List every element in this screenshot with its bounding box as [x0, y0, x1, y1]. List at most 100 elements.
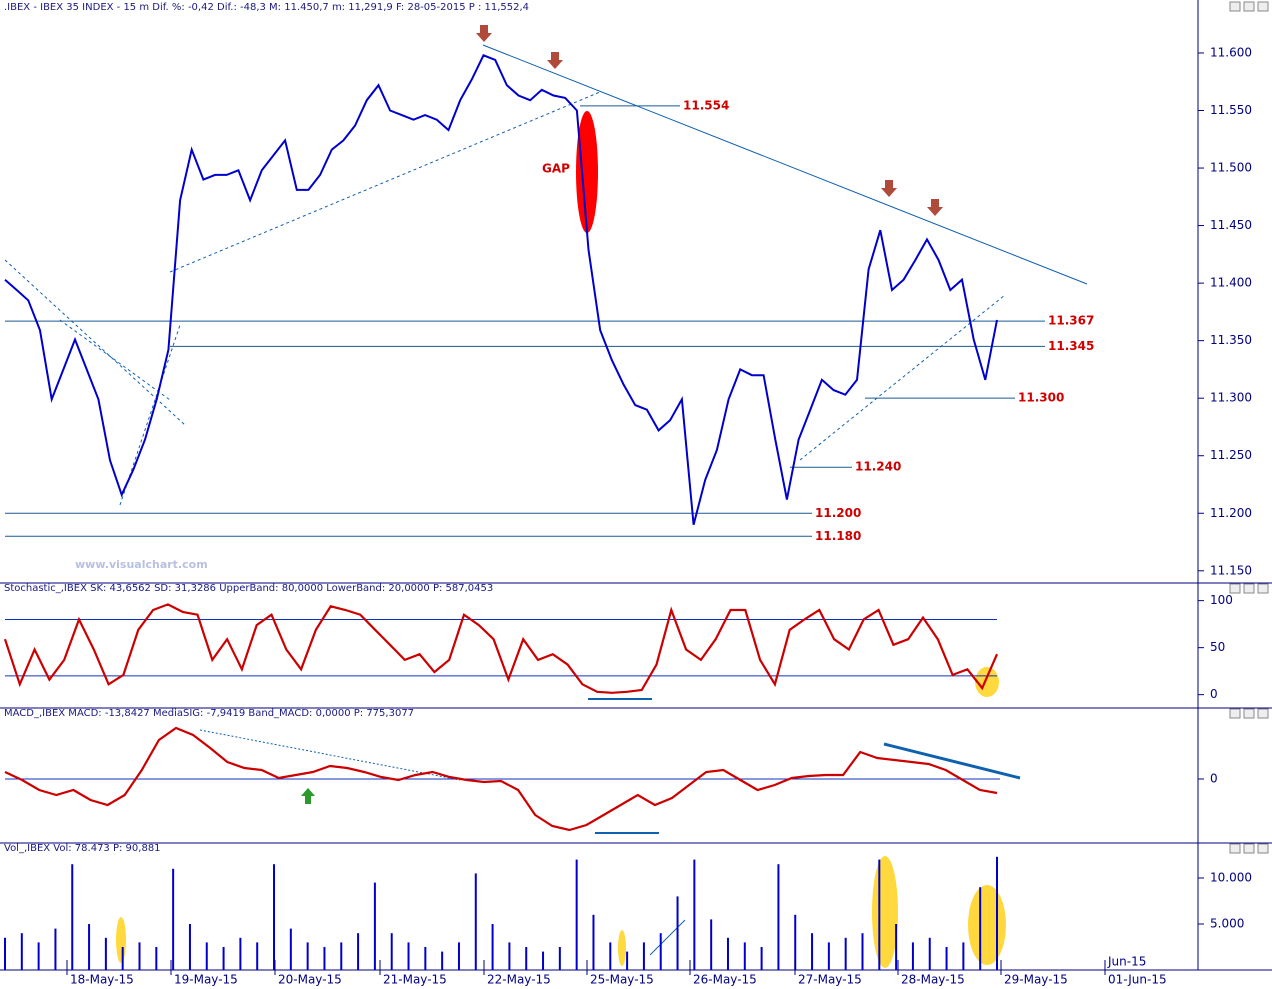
gap-marker	[576, 111, 598, 233]
volume-bar	[357, 933, 360, 970]
volume-bar	[676, 896, 679, 970]
x-tick-label: 25-May-15	[590, 973, 654, 987]
volume-bar	[205, 942, 208, 970]
watermark: www.visualchart.com	[75, 558, 208, 571]
x-tick-label: 18-May-15	[70, 973, 134, 987]
volume-bar	[172, 868, 175, 970]
volume-bar	[726, 937, 729, 970]
volume-bar	[323, 947, 326, 970]
level-label: 11.554	[683, 98, 729, 112]
volume-bar	[20, 933, 23, 970]
volume-bar	[306, 942, 309, 970]
level-label: 11.367	[1048, 314, 1094, 328]
series-line	[3, 603, 999, 694]
window-buttons[interactable]	[1229, 1, 1269, 854]
volume-bar	[407, 942, 410, 970]
y-tick-label: 11.450	[1210, 218, 1252, 232]
volume-bar	[626, 951, 629, 970]
volume-bar	[273, 864, 276, 970]
volume-bar	[979, 887, 982, 970]
volume-bar	[542, 951, 545, 970]
x-tick-label: 29-May-15	[1004, 973, 1068, 987]
x-tick-label: 21-May-15	[383, 973, 447, 987]
volume-bar	[777, 864, 780, 970]
x-tick-label: 27-May-15	[798, 973, 862, 987]
level-label: 11.345	[1048, 339, 1094, 353]
volume-bar	[340, 942, 343, 970]
volume-bar	[575, 859, 578, 970]
level-label: 11.180	[815, 529, 861, 543]
volume-bar	[474, 873, 477, 970]
month-label: Jun-15	[1107, 955, 1146, 969]
x-tick-label: 22-May-15	[487, 973, 551, 987]
volume-bar	[239, 937, 242, 970]
y-tick-label: 10.000	[1210, 871, 1252, 885]
volume-bar	[121, 947, 124, 970]
volume-bar	[390, 933, 393, 970]
panel-title: MACD_,IBEX MACD: -13,8427 MediaSIG: -7,9…	[4, 708, 414, 719]
volume-bar	[710, 919, 713, 970]
volume-bar	[424, 947, 427, 970]
volume-bar	[945, 947, 948, 970]
y-tick-label: 11.500	[1210, 161, 1252, 175]
series-line	[4, 726, 998, 832]
volume-bar	[188, 924, 191, 970]
arrows	[476, 25, 943, 216]
series-line	[4, 54, 998, 526]
volume-bar	[996, 856, 998, 970]
volume-bar	[878, 859, 881, 970]
volume-bar	[827, 942, 830, 970]
y-tick-label: 11.150	[1210, 563, 1252, 577]
y-tick-label: 0	[1210, 687, 1218, 701]
volume-bar	[760, 947, 763, 970]
y-tick-label: 0	[1210, 772, 1218, 786]
volume-bar	[861, 933, 864, 970]
y-tick-label: 11.550	[1210, 103, 1252, 117]
volume-bar	[4, 937, 6, 970]
volume-bar	[457, 942, 460, 970]
y-tick-label: 11.250	[1210, 448, 1252, 462]
volume-bar	[659, 933, 662, 970]
volume-bar	[642, 942, 645, 970]
volume-bar	[895, 924, 898, 970]
volume-bar	[88, 924, 91, 970]
volume-bar	[525, 947, 528, 970]
level-label: 11.240	[855, 460, 901, 474]
volume-bar	[289, 928, 292, 970]
volume-bar	[743, 942, 746, 970]
y-tick-label: 11.400	[1210, 276, 1252, 290]
panel-title: .IBEX - IBEX 35 INDEX - 15 m Dif. %: -0,…	[4, 2, 529, 13]
volume-bar	[37, 942, 40, 970]
volume-bar	[508, 942, 511, 970]
y-tick-label: 11.200	[1210, 506, 1252, 520]
volume-bar	[441, 951, 444, 970]
volume-bar	[558, 947, 561, 970]
y-tick-label: 100	[1210, 593, 1233, 607]
volume-bar	[592, 914, 595, 970]
x-tick-label: 01-Jun-15	[1108, 973, 1167, 987]
level-label: 11.200	[815, 506, 861, 520]
x-tick-label: 26-May-15	[693, 973, 757, 987]
volume-bar	[794, 914, 797, 970]
level-label: 11.300	[1018, 391, 1064, 405]
volume-bar	[155, 947, 158, 970]
volume-bar	[71, 864, 74, 970]
up-arrow	[301, 788, 315, 804]
y-tick-label: 11.300	[1210, 391, 1252, 405]
volume-bar	[138, 942, 141, 970]
x-tick-label: 19-May-15	[174, 973, 238, 987]
panel-title: Vol_,IBEX Vol: 78.473 P: 90,881	[4, 843, 161, 854]
x-tick-label: 28-May-15	[901, 973, 965, 987]
y-tick-label: 11.600	[1210, 45, 1252, 59]
volume-bar	[54, 928, 57, 970]
volume-bar	[962, 942, 965, 970]
volume-bar	[911, 942, 914, 970]
volume-bar	[222, 947, 225, 970]
volume-bar	[811, 933, 814, 970]
y-tick-label: 5.000	[1210, 917, 1244, 931]
volume-bar	[491, 924, 494, 970]
volume-bar	[256, 942, 259, 970]
gap-label: GAP	[542, 162, 570, 176]
